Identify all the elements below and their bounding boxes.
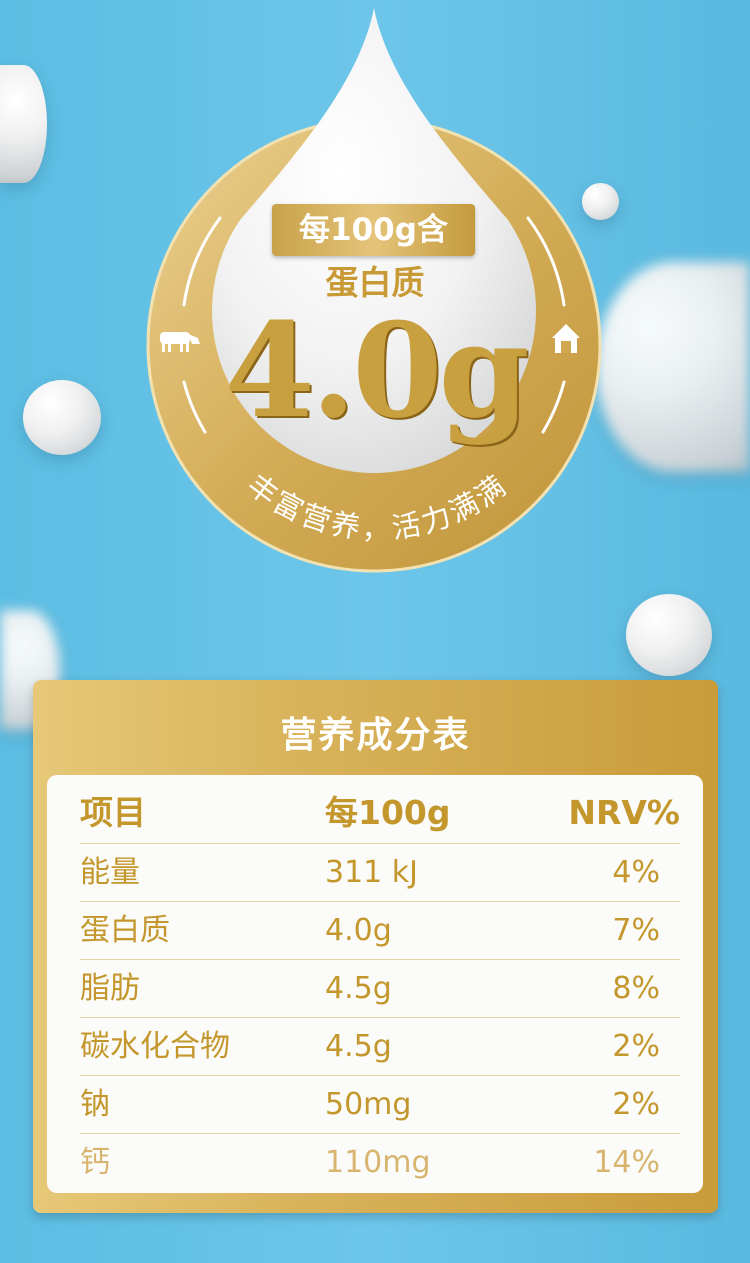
row-label: 脂肪 [80,971,140,1006]
milk-droplet [626,594,712,676]
table-row: 能量 311 kJ 4% [80,843,680,902]
table-row: 脂肪 4.5g 8% [80,959,680,1018]
row-nrv: 4% [612,855,660,890]
row-label: 能量 [80,855,140,890]
header-nrv: NRV% [568,793,680,832]
milk-droplet [596,262,750,472]
row-label: 碳水化合物 [80,1029,230,1064]
row-nrv: 7% [612,913,660,948]
row-label: 蛋白质 [80,913,170,948]
nutrition-facts-panel: 营养成分表 项目 每100g NRV% 能量 311 kJ 4% 蛋白质 4.0… [33,680,718,1213]
milk-droplet [23,380,101,455]
panel-title: 营养成分表 [280,715,471,756]
row-value: 110mg [325,1145,431,1180]
header-per-100g: 每100g [325,793,451,832]
nutrient-label: 蛋白质 [325,263,425,302]
row-value: 50mg [325,1087,412,1122]
per-100g-label: 每100g含 [272,204,475,256]
row-nrv: 2% [612,1087,660,1122]
cow-icon [160,332,200,352]
milk-droplet [582,183,619,220]
row-nrv: 8% [612,971,660,1006]
table-row: 钠 50mg 2% [80,1075,680,1134]
nutrition-table: 项目 每100g NRV% 能量 311 kJ 4% 蛋白质 4.0g 7% 脂… [47,775,703,1193]
row-value: 4.0g [325,913,392,948]
row-label: 钙 [80,1145,110,1180]
row-value: 4.5g [325,971,392,1006]
table-header: 项目 每100g NRV% [80,785,680,844]
barn-icon [552,324,580,353]
table-row: 钙 110mg 14% [80,1133,680,1191]
row-value: 311 kJ [325,855,419,890]
row-label: 钠 [80,1087,110,1122]
milk-droplet [0,65,47,183]
row-nrv: 14% [593,1145,660,1180]
protein-value: 4.0g [224,294,529,447]
table-row: 蛋白质 4.0g 7% [80,901,680,960]
row-nrv: 2% [612,1029,660,1064]
table-row: 碳水化合物 4.5g 2% [80,1017,680,1076]
row-value: 4.5g [325,1029,392,1064]
header-item: 项目 [80,793,146,832]
